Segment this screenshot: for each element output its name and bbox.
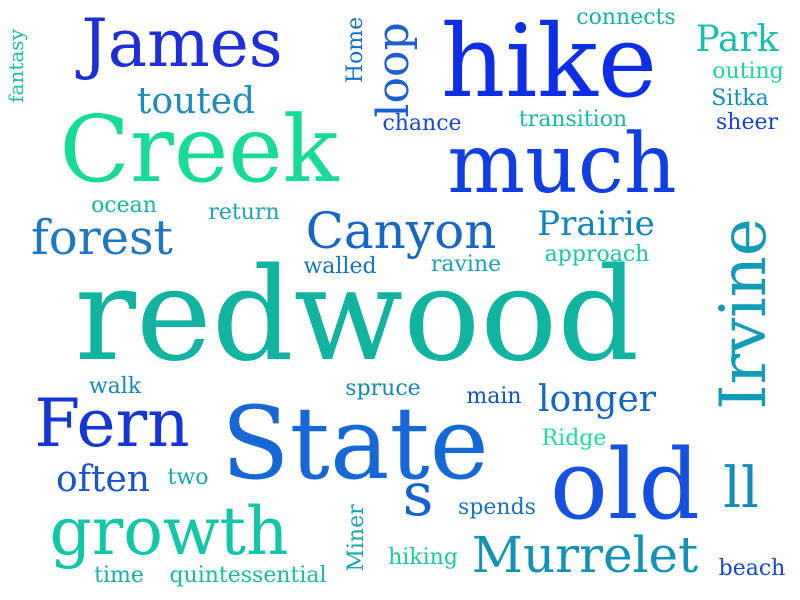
- word-ridge: Ridge: [541, 426, 607, 451]
- word-hike: hike: [440, 3, 658, 120]
- word-canyon: Canyon: [305, 202, 497, 260]
- word-prairie: Prairie: [537, 204, 655, 244]
- word-walk: walk: [88, 374, 142, 399]
- word-ll: ll: [723, 456, 759, 521]
- word-loop: loop: [368, 22, 419, 118]
- word-two: two: [167, 465, 209, 490]
- word-forest: forest: [31, 210, 173, 266]
- word-connects: connects: [576, 5, 676, 30]
- word-home: Home: [343, 16, 368, 84]
- word-irvine: Irvine: [707, 218, 781, 410]
- word-longer: longer: [538, 379, 656, 420]
- word-chance: chance: [382, 111, 462, 136]
- word-main: main: [466, 384, 522, 409]
- word-sitka: Sitka: [711, 86, 769, 111]
- word-time: time: [94, 563, 144, 588]
- word-return: return: [208, 200, 280, 225]
- word-beach: beach: [718, 556, 786, 581]
- word-spends: spends: [458, 495, 536, 520]
- word-much: much: [447, 117, 677, 212]
- word-quintessential: quintessential: [169, 563, 327, 588]
- word-walled: walled: [303, 254, 377, 279]
- word-murrelet: Murrelet: [471, 526, 699, 584]
- word-fern: Fern: [34, 385, 190, 462]
- word-transition: transition: [518, 107, 628, 132]
- word-state: State: [221, 385, 489, 502]
- word-outing: outing: [712, 59, 784, 84]
- word-ravine: ravine: [430, 252, 502, 277]
- word-s: s: [402, 460, 434, 530]
- word-old: old: [550, 429, 700, 541]
- word-approach: approach: [544, 242, 650, 267]
- word-often: often: [56, 459, 150, 500]
- word-touted: touted: [136, 81, 256, 122]
- word-hiking: hiking: [388, 545, 458, 570]
- word-growth: growth: [49, 493, 289, 570]
- word-creek: Creek: [59, 96, 339, 203]
- word-sheer: sheer: [715, 110, 779, 135]
- word-ocean: ocean: [91, 193, 157, 218]
- word-park: Park: [695, 19, 779, 60]
- word-redwood: redwood: [74, 241, 640, 390]
- word-james: James: [81, 5, 283, 82]
- word-spruce: spruce: [345, 376, 421, 401]
- word-miner: Miner: [344, 504, 369, 572]
- word-fantasy: fantasy: [4, 29, 28, 103]
